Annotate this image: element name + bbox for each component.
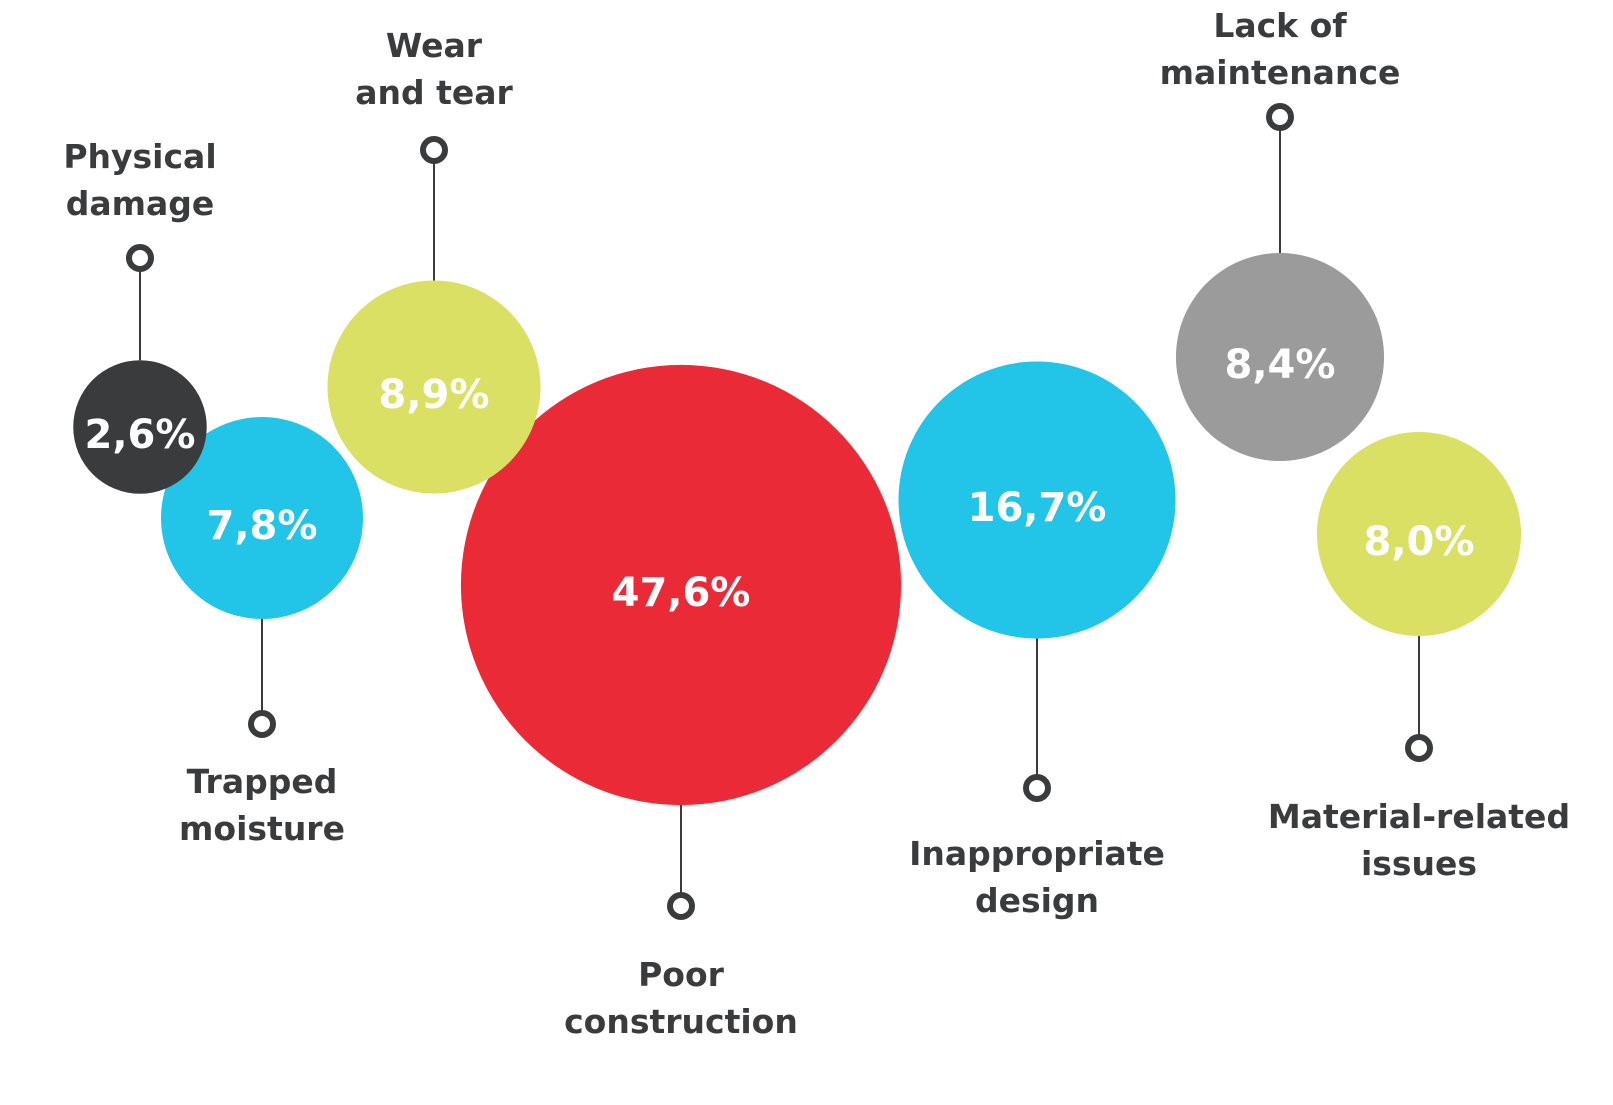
value-label: 7,8% xyxy=(207,503,318,549)
value-label: 2,6% xyxy=(85,412,196,458)
bubble xyxy=(73,360,207,494)
category-label: Trapped moisture xyxy=(179,762,345,848)
connector-dot xyxy=(1266,103,1294,131)
value-label: 47,6% xyxy=(612,570,751,616)
category-label-line: Trapped xyxy=(187,762,338,801)
category-label-line: maintenance xyxy=(1160,53,1401,92)
bubble xyxy=(327,280,541,494)
connector-dot xyxy=(248,710,276,738)
bubble xyxy=(460,364,902,806)
connector-dot xyxy=(667,892,695,920)
value-label: 8,9% xyxy=(379,372,490,418)
connector-dot xyxy=(1023,774,1051,802)
bubbles xyxy=(73,252,1522,806)
category-label-line: construction xyxy=(564,1002,798,1041)
bubble xyxy=(898,361,1176,639)
category-label: Material-related issues xyxy=(1268,797,1570,883)
category-label-line: design xyxy=(975,881,1099,920)
connector-dot xyxy=(1405,734,1433,762)
category-label: Lack of maintenance xyxy=(1160,6,1401,92)
category-label: Physical damage xyxy=(63,137,216,223)
category-label: Wear and tear xyxy=(355,26,513,112)
category-label-line: issues xyxy=(1361,844,1477,883)
category-label-line: Lack of xyxy=(1213,6,1347,45)
connectors xyxy=(126,103,1433,920)
category-label-line: Material-related xyxy=(1268,797,1570,836)
category-label-line: moisture xyxy=(179,809,345,848)
bubble xyxy=(161,417,363,619)
category-label-line: damage xyxy=(66,184,215,223)
category-label-line: and tear xyxy=(355,73,513,112)
category-label-line: Physical xyxy=(63,137,216,176)
value-label: 8,0% xyxy=(1364,519,1475,565)
connector-dot xyxy=(420,136,448,164)
bubble xyxy=(1175,252,1385,462)
category-label-line: Poor xyxy=(638,955,725,994)
category-label-line: Inappropriate xyxy=(909,834,1165,873)
connector-dot xyxy=(126,244,154,272)
bubble xyxy=(1316,431,1522,637)
category-label: Inappropriate design xyxy=(909,834,1165,920)
category-label: Poor construction xyxy=(564,955,798,1041)
value-label: 16,7% xyxy=(968,485,1107,531)
value-label: 8,4% xyxy=(1225,342,1336,388)
category-label-line: Wear xyxy=(386,26,483,65)
